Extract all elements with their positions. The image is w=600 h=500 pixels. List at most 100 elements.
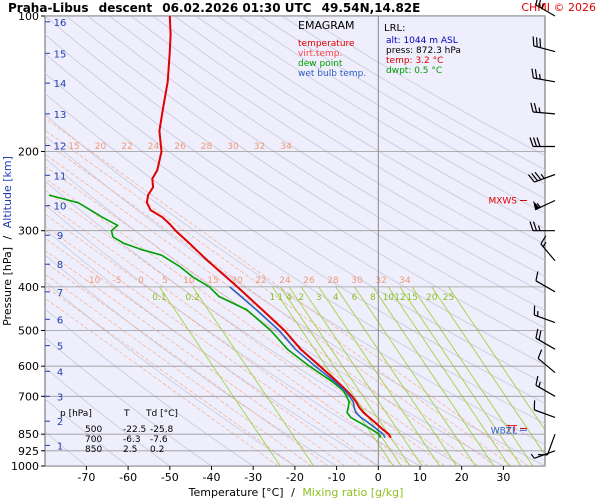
moist-adiabat-line xyxy=(45,273,312,466)
moist-adiabat-label: 30 xyxy=(351,276,363,286)
altitude-tick-label: 16 xyxy=(54,18,67,29)
wind-barb xyxy=(530,102,556,115)
plot-lines xyxy=(45,16,545,466)
mixing-ratio-line xyxy=(354,286,476,466)
moist-adiabat-line xyxy=(45,249,346,466)
mixing-ratio-line xyxy=(279,286,402,466)
table-header-t: T xyxy=(123,409,130,419)
dry-adiabat-line xyxy=(173,16,545,245)
moist-adiabat-label: 20 xyxy=(95,142,107,152)
lrl-box: LRL: alt: 1044 m ASL press: 872.3 hPa te… xyxy=(384,23,461,76)
x-axis-separator: / xyxy=(291,486,295,499)
x-tick-label: 10 xyxy=(413,471,427,484)
altitude-tick-label: 12 xyxy=(54,142,67,153)
wind-barb xyxy=(540,235,556,262)
x-tick-label: -20 xyxy=(286,471,304,484)
dry-adiabat-line xyxy=(45,16,545,347)
moist-adiabat-label: 26 xyxy=(174,142,186,152)
mixing-ratio-label: 6 xyxy=(352,293,358,303)
altitude-tick-label: 5 xyxy=(57,342,63,353)
altitude-tick-label: 10 xyxy=(54,202,67,213)
x-tick-label: -40 xyxy=(203,471,221,484)
mixing-ratio-label: 4 xyxy=(286,293,292,303)
sounding-curves xyxy=(48,15,392,439)
legend-title: EMAGRAM xyxy=(298,19,355,32)
table-header-p: p [hPa] xyxy=(60,409,92,419)
x-tick-label: -10 xyxy=(328,471,346,484)
dry-adiabat-line xyxy=(238,16,545,199)
header-coords: 49.54N,14.82E xyxy=(322,1,421,15)
mixing-ratio-line xyxy=(372,286,495,466)
mixing-ratio-line xyxy=(318,286,440,466)
moist-adiabat-label: 28 xyxy=(201,142,213,152)
dry-adiabat-line xyxy=(195,16,545,230)
wind-barbs xyxy=(527,0,556,459)
moist-adiabat-label: 24 xyxy=(279,276,291,286)
y-tick-label: 400 xyxy=(18,281,39,294)
altitude-tick-label: 1 xyxy=(57,441,63,452)
x-tick-label: -70 xyxy=(77,471,95,484)
series-wet-bulb-temp xyxy=(229,286,386,439)
svg-text:0.2: 0.2 xyxy=(150,445,164,455)
series-dew-point xyxy=(48,194,382,438)
mixing-ratio-label: 2 xyxy=(298,293,304,303)
mixing-ratio-label: 25 xyxy=(443,293,454,303)
legend-virt-temp: virt.temp. xyxy=(298,49,342,59)
moist-adiabat-label: 26 xyxy=(303,276,315,286)
mixing-ratio-line xyxy=(399,286,522,466)
y-tick-label: 925 xyxy=(18,445,39,458)
moist-adiabat-line xyxy=(45,129,512,466)
legend-temperature: temperature xyxy=(298,39,355,49)
dry-adiabat-line xyxy=(45,53,545,385)
x-axis-label-2: Mixing ratio [g/kg] xyxy=(302,486,403,499)
svg-text:850: 850 xyxy=(85,445,102,455)
wind-barb xyxy=(535,271,556,293)
altitude-tick-label: 14 xyxy=(54,79,67,90)
legend-wet-bulb: wet bulb temp. xyxy=(298,69,366,79)
y-axis-separator: / xyxy=(1,235,14,239)
x-axis: -70 -60 -50 -40 -30 -20 -10 0 10 20 30 xyxy=(77,466,510,484)
mixing-ratio-label: 8 xyxy=(370,293,376,303)
altitude-tick-label: 13 xyxy=(54,110,67,121)
mixing-ratio-label: 1 xyxy=(277,293,283,303)
svg-text:500: 500 xyxy=(85,425,102,435)
altitude-tick-label: 9 xyxy=(57,231,63,242)
svg-text:-25.8: -25.8 xyxy=(150,425,174,435)
level-table: p [hPa] T Td [°C] 500 -22.5 -25.8 700 -6… xyxy=(60,409,178,455)
wind-barb xyxy=(535,375,556,397)
wind-barb xyxy=(533,400,556,418)
y-tick-label: 600 xyxy=(18,360,39,373)
header-station: Praha-Libus xyxy=(8,1,88,15)
wind-barb xyxy=(529,137,555,148)
mixing-ratio-label: 0.1 xyxy=(152,293,166,303)
marker-label: MXWS xyxy=(488,197,517,207)
altitude-tick-label: 3 xyxy=(57,392,63,403)
svg-text:2.5: 2.5 xyxy=(123,445,137,455)
table-row: 500 -22.5 -25.8 xyxy=(85,425,174,435)
mixing-ratio-label: 4 xyxy=(333,293,339,303)
lrl-title: LRL: xyxy=(384,23,405,34)
series-temperature xyxy=(145,15,392,439)
x-tick-label: 30 xyxy=(496,471,510,484)
moist-adiabat-line xyxy=(45,297,279,466)
moist-adiabat-label: -5 xyxy=(113,276,122,286)
moist-adiabat-line xyxy=(45,285,296,466)
header-datetime: 06.02.2026 01:30 UTC xyxy=(162,1,311,15)
table-row: 700 -6.3 -7.6 xyxy=(85,435,168,445)
y-tick-label: 300 xyxy=(18,225,39,238)
chart-header: Praha-Libus descent 06.02.2026 01:30 UTC… xyxy=(8,1,420,15)
moist-adiabat-label: 24 xyxy=(148,142,160,152)
mixing-ratio-line xyxy=(411,286,534,466)
altitude-tick-label: 6 xyxy=(57,315,63,326)
lrl-pressure: press: 872.3 hPa xyxy=(386,46,461,56)
moist-adiabat-label: 20 xyxy=(231,276,243,286)
wind-barb xyxy=(530,450,556,459)
lrl-dewpoint: dwpt: 0.5 °C xyxy=(386,66,442,76)
mixing-ratio-label: 0.2 xyxy=(186,293,200,303)
y-axis-label-2: Altitude [km] xyxy=(1,156,14,228)
moist-adiabat-label: 15 xyxy=(207,276,218,286)
y-tick-label: 850 xyxy=(18,428,39,441)
moist-adiabat-line xyxy=(45,189,429,466)
